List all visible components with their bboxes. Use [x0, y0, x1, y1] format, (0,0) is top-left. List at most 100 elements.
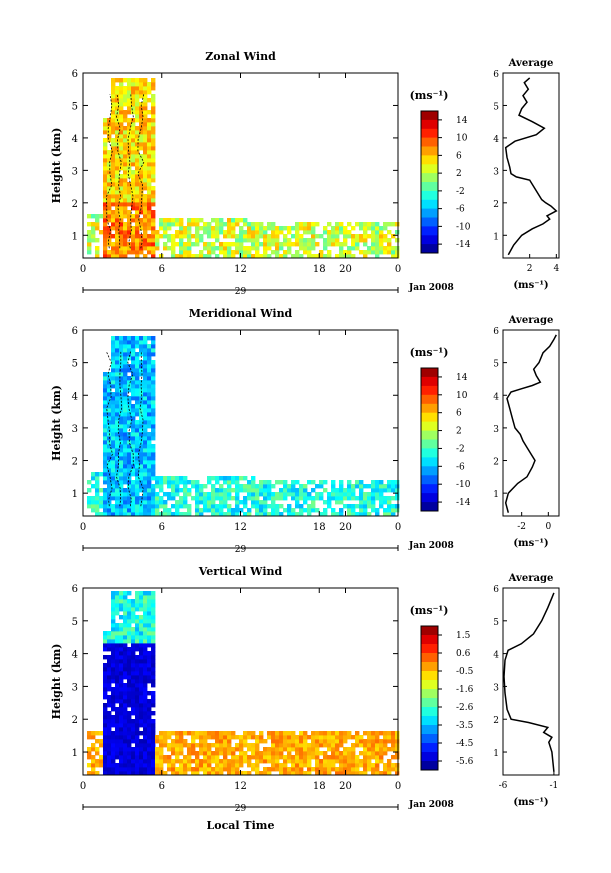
heatmap-cell	[143, 667, 148, 672]
heatmap-cell	[271, 763, 276, 768]
heatmap-cell	[135, 234, 140, 239]
heatmap-cell	[371, 234, 376, 239]
heatmap-cell	[111, 364, 116, 369]
heatmap-cell	[107, 206, 112, 211]
heatmap-cell	[235, 504, 240, 509]
heatmap-cell	[315, 751, 320, 756]
heatmap-cell	[127, 376, 132, 381]
heatmap-cell	[175, 731, 180, 736]
heatmap-cell	[119, 110, 124, 115]
heatmap-cell	[147, 675, 152, 680]
heatmap-cell	[227, 763, 232, 768]
heatmap-cell	[175, 234, 180, 239]
heatmap-cell	[103, 146, 108, 151]
heatmap-cell	[263, 254, 268, 259]
heatmap-cell	[307, 735, 312, 740]
heatmap-cell	[115, 146, 120, 151]
heatmap-cell	[103, 643, 108, 648]
heatmap-cell	[247, 735, 252, 740]
heatmap-cell	[303, 230, 308, 235]
heatmap-cell	[159, 234, 164, 239]
heatmap-cell	[135, 603, 140, 608]
heatmap-cell	[371, 504, 376, 509]
heatmap-cell	[147, 82, 152, 87]
heatmap-cell	[283, 767, 288, 772]
heatmap-cell	[195, 488, 200, 493]
heatmap-cell	[103, 392, 108, 397]
heatmap-cell	[139, 102, 144, 107]
heatmap-cell	[135, 420, 140, 425]
heatmap-cell	[367, 759, 372, 764]
heatmap-cell	[259, 500, 264, 505]
heatmap-cell	[255, 747, 260, 752]
heatmap-cell	[335, 755, 340, 760]
heatmap-cell	[279, 512, 284, 517]
heatmap-cell	[247, 480, 252, 485]
heatmap-cell	[119, 707, 124, 712]
heatmap-cell	[335, 512, 340, 517]
heatmap-cell	[147, 424, 152, 429]
heatmap-cell	[119, 460, 124, 465]
heatmap-cell	[143, 635, 148, 640]
heatmap-cell	[219, 751, 224, 756]
heatmap-cell	[151, 667, 156, 672]
heatmap-cell	[267, 735, 272, 740]
heatmap-cell	[111, 356, 116, 361]
heatmap-cell	[115, 380, 120, 385]
heatmap-cell	[339, 496, 344, 501]
heatmap-cell	[167, 735, 172, 740]
heatmap-cell	[131, 639, 136, 644]
heatmap-cell	[159, 222, 164, 227]
heatmap-cell	[143, 166, 148, 171]
heatmap-cell	[347, 508, 352, 513]
heatmap-cell	[123, 142, 128, 147]
heatmap-cell	[119, 655, 124, 660]
heatmap-cell	[111, 631, 116, 636]
average-profile-line	[504, 77, 558, 256]
heatmap-cell	[143, 735, 148, 740]
y-tick-label: 4	[72, 650, 78, 661]
heatmap-cell	[195, 238, 200, 243]
heatmap-cell	[123, 607, 128, 612]
heatmap-cell	[387, 246, 392, 251]
heatmap-cell	[119, 751, 124, 756]
heatmap-cell	[119, 719, 124, 724]
heatmap-cell	[287, 492, 292, 497]
heatmap-cell	[107, 214, 112, 219]
heatmap-cell	[315, 508, 320, 513]
heatmap-cell	[135, 412, 140, 417]
heatmap-cell	[175, 759, 180, 764]
heatmap-cell	[131, 659, 136, 664]
heatmap-cell	[131, 90, 136, 95]
heatmap-cell	[239, 759, 244, 764]
heatmap-cell	[143, 508, 148, 513]
heatmap-cell	[147, 242, 152, 247]
heatmap-cell	[131, 380, 136, 385]
colorbar-tick-label: 6	[456, 409, 462, 419]
heatmap-cell	[171, 512, 176, 517]
heatmap-cell	[123, 480, 128, 485]
heatmap-cell	[159, 771, 164, 776]
heatmap-cell	[111, 691, 116, 696]
heatmap-cell	[191, 735, 196, 740]
heatmap-cell	[251, 751, 256, 756]
heatmap-cell	[131, 130, 136, 135]
heatmap-cell	[219, 735, 224, 740]
heatmap-cell	[123, 102, 128, 107]
heatmap-cell	[135, 739, 140, 744]
heatmap-cell	[155, 504, 160, 509]
average-y-tick-label: 6	[493, 70, 499, 80]
heatmap-cell	[335, 226, 340, 231]
heatmap-cell	[139, 747, 144, 752]
heatmap-cell	[391, 484, 396, 489]
heatmap-cell	[207, 743, 212, 748]
heatmap-cell	[127, 126, 132, 131]
heatmap-cell	[111, 675, 116, 680]
heatmap-cell	[335, 500, 340, 505]
heatmap-cell	[103, 408, 108, 413]
heatmap-cell	[375, 484, 380, 489]
heatmap-cell	[295, 743, 300, 748]
colorbar-label: (ms⁻¹)	[410, 604, 449, 617]
heatmap-cell	[119, 230, 124, 235]
heatmap-cell	[107, 186, 112, 191]
